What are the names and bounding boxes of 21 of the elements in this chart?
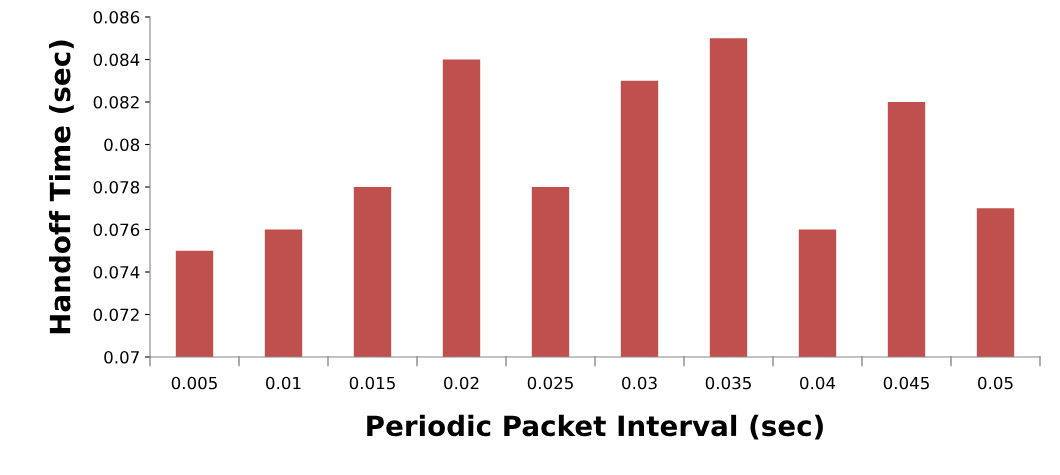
x-tick-label: 0.025 (527, 376, 573, 390)
y-tick-label: 0.076 (93, 223, 140, 237)
y-tick-label: 0.078 (93, 180, 140, 194)
y-tick-label: 0.074 (93, 265, 140, 279)
x-tick-label: 0.03 (622, 376, 657, 390)
y-tick-label: 0.07 (104, 350, 139, 364)
x-tick-label: 0.05 (978, 376, 1013, 390)
x-tick-label: 0.02 (444, 376, 479, 390)
x-tick-label: 0.04 (800, 376, 836, 390)
x-tick-label: 0.015 (349, 376, 395, 390)
y-tick-label: 0.082 (93, 95, 139, 109)
x-axis-title: Periodic Packet Interval (sec) (367, 414, 823, 440)
y-tick-label: 0.08 (104, 138, 140, 152)
x-tick-label: 0.035 (705, 376, 751, 390)
x-tick-label: 0.01 (266, 376, 301, 390)
y-tick-label: 0.086 (93, 10, 140, 24)
x-tick-label: 0.005 (171, 376, 217, 390)
y-tick-label: 0.084 (93, 53, 140, 67)
x-tick-label: 0.045 (883, 376, 929, 390)
y-tick-label: 0.072 (93, 308, 139, 322)
y-axis-title: Handoff Time (sec) (49, 40, 74, 334)
